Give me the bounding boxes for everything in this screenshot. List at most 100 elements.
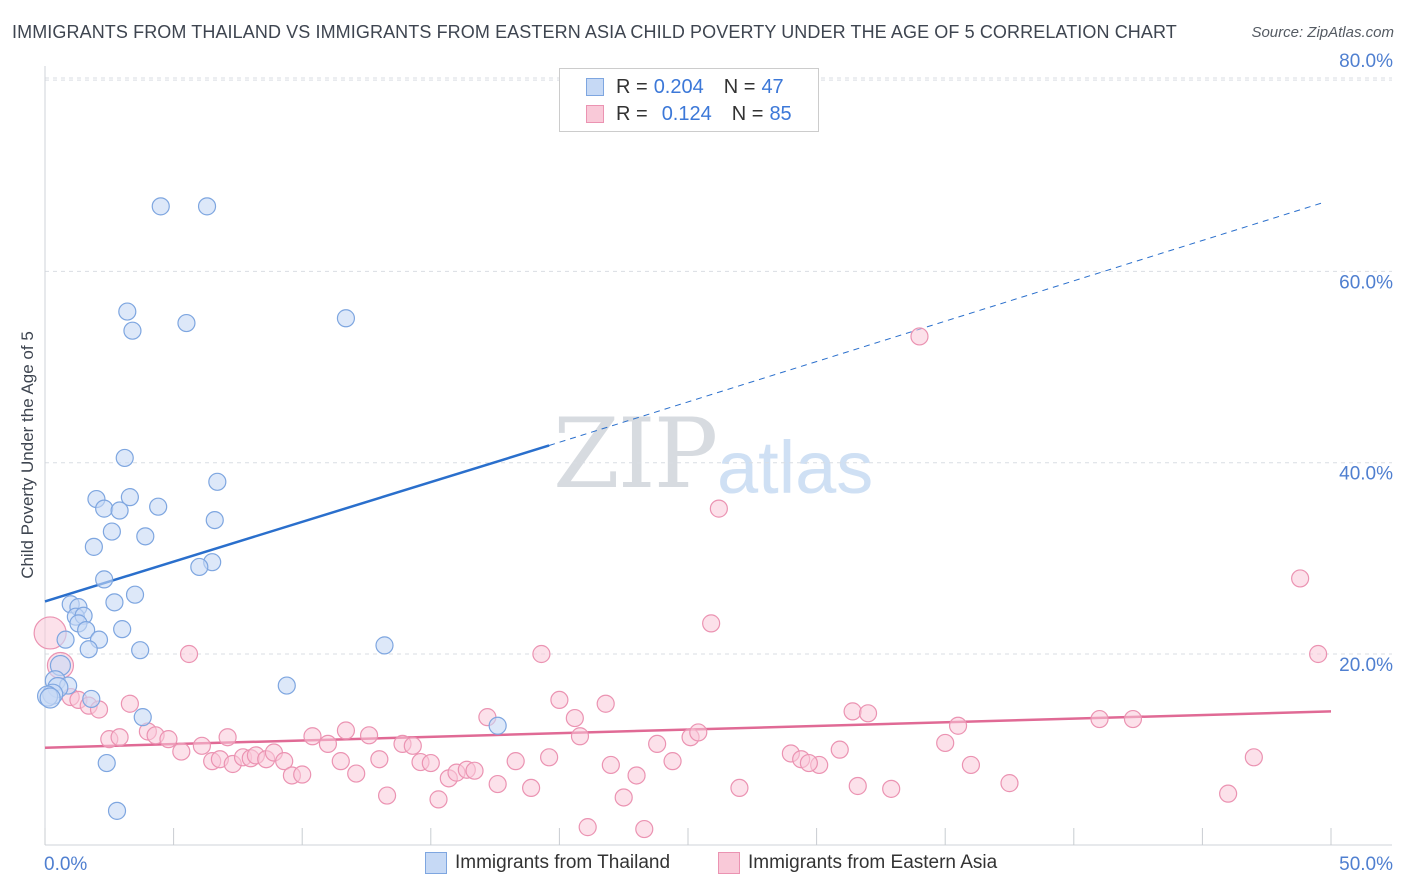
y-tick-label: 80.0% bbox=[1339, 51, 1393, 72]
thailand-point bbox=[136, 527, 155, 546]
thailand-point bbox=[205, 510, 224, 530]
n-label: N = bbox=[731, 102, 764, 125]
y-tick-label: 20.0% bbox=[1339, 655, 1393, 676]
eastern-asia-point bbox=[532, 644, 551, 664]
n-label: N = bbox=[723, 75, 756, 98]
n-value: 47 bbox=[761, 75, 784, 98]
thailand-point bbox=[56, 630, 75, 649]
thailand-point bbox=[190, 557, 209, 577]
thailand-swatch bbox=[586, 78, 604, 96]
thailand-point bbox=[125, 585, 145, 604]
eastern-asia-point bbox=[293, 765, 312, 784]
thailand-point bbox=[151, 197, 170, 216]
thailand-point bbox=[110, 501, 129, 520]
eastern-asia-point bbox=[303, 727, 322, 746]
thailand-point bbox=[102, 522, 121, 541]
watermark-atlas: atlas bbox=[717, 426, 874, 509]
thailand-point bbox=[95, 499, 114, 518]
thailand-point bbox=[123, 321, 142, 340]
legend-eastern-asia-label: Immigrants from Eastern Asia bbox=[748, 852, 998, 873]
legend-item-eastern-asia: Immigrants from Eastern Asia bbox=[718, 852, 997, 874]
eastern-asia-point bbox=[1244, 748, 1263, 767]
eastern-asia-point bbox=[488, 774, 507, 794]
axes bbox=[44, 66, 1392, 846]
thailand-point bbox=[84, 537, 103, 556]
eastern-asia-point bbox=[403, 736, 422, 755]
thailand-point bbox=[208, 472, 227, 491]
tick-labels: 20.0% 40.0% 60.0% 80.0% 0.0% 50.0% bbox=[44, 51, 1393, 875]
thailand-point bbox=[95, 570, 114, 589]
eastern-asia-point bbox=[843, 702, 862, 721]
eastern-asia-point bbox=[318, 734, 338, 754]
eastern-asia-point bbox=[1291, 569, 1310, 588]
eastern-asia-point bbox=[120, 694, 139, 713]
eastern-asia-point bbox=[1090, 709, 1109, 729]
eastern-asia-point bbox=[465, 761, 484, 780]
eastern-asia-point bbox=[910, 327, 929, 346]
thailand-point bbox=[79, 640, 98, 659]
legend-row-eastern-asia: R = 0.124 N = 85 bbox=[586, 101, 792, 127]
r-label: R = bbox=[616, 102, 648, 125]
stats-legend: R = 0.204 N = 47 R = 0.124 N = 85 bbox=[559, 68, 819, 132]
eastern-asia-point bbox=[730, 778, 749, 798]
eastern-asia-point bbox=[359, 726, 379, 745]
eastern-asia-point bbox=[347, 764, 366, 783]
eastern-asia-point bbox=[570, 727, 590, 746]
thailand-point bbox=[375, 636, 394, 655]
eastern-asia-point bbox=[172, 742, 191, 761]
trend-lines bbox=[44, 202, 1332, 749]
eastern-asia-point bbox=[799, 753, 818, 773]
eastern-asia-point bbox=[192, 736, 211, 755]
eastern-asia-point bbox=[331, 752, 350, 771]
eastern-asia-point bbox=[370, 750, 389, 769]
legend-row-thailand: R = 0.204 N = 47 bbox=[586, 74, 784, 100]
legend-thailand-label: Immigrants from Thailand bbox=[455, 852, 671, 873]
x-tick-label: 0.0% bbox=[44, 854, 87, 875]
thailand-point bbox=[107, 801, 127, 820]
eastern-asia-point bbox=[948, 716, 968, 735]
eastern-asia-point bbox=[1219, 784, 1238, 803]
thailand-points bbox=[36, 197, 507, 820]
thailand-point bbox=[488, 716, 507, 735]
y-tick-label: 40.0% bbox=[1339, 464, 1393, 485]
eastern-asia-point bbox=[1123, 709, 1143, 729]
eastern-asia-point bbox=[848, 776, 867, 796]
eastern-asia-point bbox=[522, 778, 541, 798]
eastern-asia-point bbox=[565, 708, 584, 728]
thailand-legend-swatch bbox=[425, 852, 447, 874]
thailand-point bbox=[133, 708, 152, 727]
eastern-asia-point bbox=[578, 818, 597, 837]
series-legend: Immigrants from Thailand Immigrants from… bbox=[0, 852, 1406, 878]
eastern-asia-points bbox=[33, 327, 1328, 839]
thailand-point bbox=[39, 687, 61, 709]
eastern-asia-point bbox=[429, 790, 448, 809]
eastern-asia-point bbox=[1309, 644, 1328, 664]
eastern-asia-point bbox=[110, 728, 129, 747]
eastern-asia-point bbox=[540, 748, 559, 767]
y-tick-label: 60.0% bbox=[1339, 272, 1393, 293]
r-value: 0.204 bbox=[653, 75, 704, 98]
eastern-asia-point bbox=[1000, 774, 1019, 793]
eastern-asia-point bbox=[218, 728, 237, 747]
thailand-trend-line bbox=[44, 444, 550, 603]
eastern-asia-point bbox=[648, 734, 667, 754]
thailand-point bbox=[197, 197, 217, 216]
source-label: Source: ZipAtlas.com bbox=[1251, 24, 1394, 41]
eastern-asia-point bbox=[550, 690, 569, 710]
eastern-asia-legend-swatch bbox=[718, 852, 740, 874]
thailand-point bbox=[118, 302, 137, 321]
thailand-point bbox=[97, 753, 116, 773]
eastern-asia-point bbox=[830, 740, 849, 759]
thailand-point bbox=[120, 488, 139, 507]
thailand-point bbox=[113, 620, 132, 639]
eastern-asia-point bbox=[936, 733, 955, 753]
gridlines bbox=[45, 77, 1392, 655]
eastern-asia-point bbox=[961, 755, 981, 775]
eastern-asia-point bbox=[601, 755, 620, 775]
watermark-zip: ZIP bbox=[553, 398, 718, 510]
eastern-asia-point bbox=[614, 788, 633, 807]
eastern-asia-swatch bbox=[586, 105, 604, 123]
eastern-asia-point bbox=[275, 752, 294, 771]
eastern-asia-point bbox=[627, 766, 646, 785]
